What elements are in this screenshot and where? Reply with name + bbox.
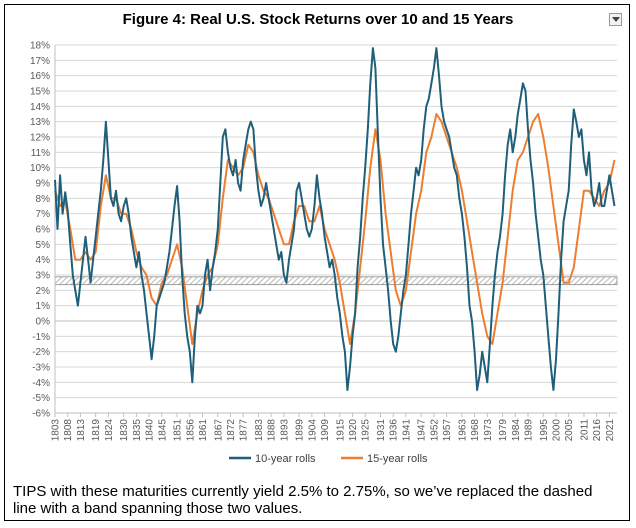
x-tick-label: 1877 — [239, 419, 250, 442]
x-tick-label: 1952 — [429, 419, 440, 442]
series-lines — [54, 47, 616, 391]
x-tick-label: 1830 — [119, 419, 130, 442]
y-tick-label: 5% — [36, 240, 51, 251]
y-tick-label: 14% — [30, 102, 50, 113]
x-tick-label: 1931 — [376, 419, 387, 442]
y-tick-label: 15% — [30, 87, 50, 98]
x-tick-label: 1915 — [335, 419, 346, 442]
x-tick-label: 1909 — [320, 419, 331, 442]
x-tick-label: 1872 — [226, 419, 237, 442]
chevron-down-icon — [611, 17, 620, 22]
axes: -6% -5% -4% -3% -2% -1% 0% 1% 2% 3% 4% 5% 6% 7% 8% 9% 10… — [30, 41, 617, 442]
y-tick-label: 8% — [36, 194, 51, 205]
chart-title: Figure 4: Real U.S. Stock Returns over 1… — [122, 11, 514, 28]
x-tick-label: 1973 — [483, 419, 494, 442]
x-tick-label: 2016 — [592, 419, 603, 442]
x-tick-label: 1904 — [307, 419, 318, 442]
y-tick-label: 18% — [30, 41, 50, 52]
legend-label-2: 15-year rolls — [367, 453, 428, 465]
x-tick-label: 1883 — [254, 419, 265, 442]
x-tick-label: 2005 — [564, 419, 575, 442]
gridlines — [55, 44, 617, 414]
x-tick-label: 1813 — [76, 419, 87, 442]
y-tick-label: 16% — [30, 71, 50, 82]
series-line-2 — [54, 113, 616, 345]
y-tick-label: 13% — [30, 117, 50, 128]
x-tick-label: 1861 — [198, 419, 209, 442]
figure-caption: TIPS with these maturities currently yie… — [13, 483, 593, 517]
x-tick-label: 1995 — [539, 419, 550, 442]
line-chart: -6% -5% -4% -3% -2% -1% 0% 1% 2% 3% 4% 5% 6% 7% 8% 9% 10… — [30, 41, 618, 465]
x-tick-label: 1941 — [401, 419, 412, 442]
x-tick-label: 1968 — [470, 419, 481, 442]
y-tick-label: 7% — [36, 209, 51, 220]
x-tick-label: 1947 — [417, 419, 428, 442]
x-tick-label: 1936 — [389, 419, 400, 442]
y-tick-label: -6% — [32, 409, 50, 420]
x-tick-label: 2021 — [605, 419, 616, 442]
y-tick-label: -1% — [32, 332, 50, 343]
y-tick-label: 2% — [36, 286, 51, 297]
x-tick-label: 1899 — [295, 419, 306, 442]
x-tick-label: 2000 — [551, 419, 562, 442]
x-tick-label: 1963 — [457, 419, 468, 442]
y-tick-label: -3% — [32, 363, 50, 374]
x-tick-label: 1845 — [157, 419, 168, 442]
y-tick-label: 12% — [30, 133, 50, 144]
x-tick-label: 1867 — [213, 419, 224, 442]
y-tick-label: -5% — [32, 393, 50, 404]
x-tick-label: 1893 — [279, 419, 290, 442]
legend-label-1: 10-year rolls — [255, 453, 316, 465]
x-tick-label: 1835 — [132, 419, 143, 442]
y-tick-label: 11% — [31, 148, 50, 159]
x-tick-label: 2011 — [579, 419, 590, 441]
x-tick-label: 1957 — [442, 419, 453, 442]
x-tick-label: 1925 — [361, 419, 372, 442]
chart-filter-dropdown[interactable] — [609, 13, 622, 26]
x-tick-label: 1819 — [91, 419, 102, 442]
y-tick-label: 6% — [36, 225, 51, 236]
x-tick-label: 1888 — [267, 419, 278, 442]
y-tick-label: 9% — [36, 179, 51, 190]
x-tick-label: 1989 — [523, 419, 534, 442]
y-tick-label: 0% — [36, 317, 51, 328]
y-tick-label: 4% — [36, 255, 51, 266]
series-line-1 — [54, 47, 616, 391]
y-tick-label: 10% — [30, 163, 50, 174]
y-tick-label: -4% — [32, 378, 50, 389]
y-tick-label: 1% — [36, 301, 51, 312]
x-tick-label: 1803 — [51, 419, 62, 442]
legend: 10-year rolls 15-year rolls — [229, 453, 428, 465]
figure-frame: Figure 4: Real U.S. Stock Returns over 1… — [4, 4, 630, 521]
y-tick-label: -2% — [32, 347, 50, 358]
x-tick-label: 1979 — [498, 419, 509, 442]
y-tick-label: 17% — [30, 56, 50, 67]
x-tick-label: 1824 — [104, 419, 115, 442]
x-tick-label: 1920 — [348, 419, 359, 442]
x-tick-label: 1984 — [511, 419, 522, 442]
x-tick-label: 1808 — [63, 419, 74, 442]
y-tick-label: 3% — [36, 271, 51, 282]
x-tick-label: 1840 — [145, 419, 156, 442]
x-tick-label: 1856 — [185, 419, 196, 442]
x-tick-label: 1851 — [173, 419, 184, 442]
